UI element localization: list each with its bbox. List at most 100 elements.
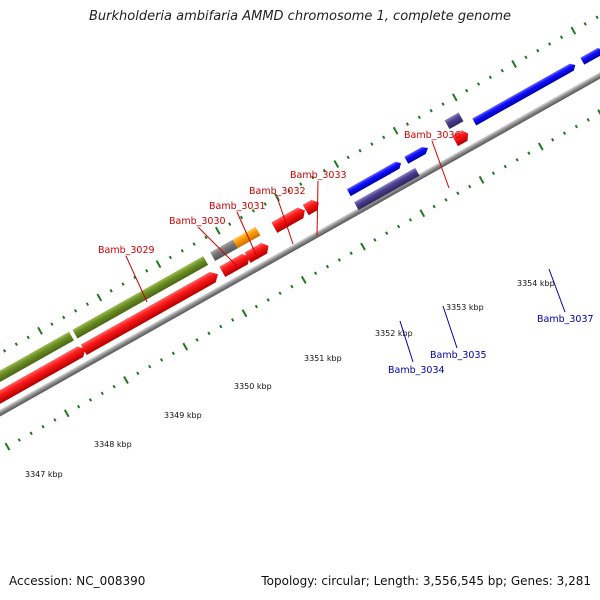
ruler-tick <box>511 60 517 68</box>
ruler-tick <box>333 160 340 169</box>
ruler-tick <box>515 158 519 162</box>
ruler-tick <box>62 315 66 320</box>
gray-feature <box>210 239 238 261</box>
ruler-tick <box>180 248 184 253</box>
gene-label-bamb-3030: Bamb_3030 <box>169 216 226 227</box>
ruler-tick <box>468 184 472 189</box>
ruler-tick <box>488 75 493 80</box>
ruler-tick <box>524 55 528 60</box>
ruler-tick <box>207 331 211 336</box>
ruler-tick <box>583 22 587 26</box>
ruler-tick <box>346 155 350 160</box>
ruler-tick <box>254 304 258 309</box>
ruler-tick <box>548 42 552 46</box>
ruler-tick <box>76 404 81 409</box>
ruler-tick <box>123 375 129 384</box>
gene-label-bamb-3036: Bamb_3036 <box>404 130 461 141</box>
ruler-tick <box>251 208 255 213</box>
ruler-tick <box>373 238 377 242</box>
ruler-tick <box>278 291 282 296</box>
ruler-tick <box>96 293 103 302</box>
ruler-tick <box>192 242 196 246</box>
ruler-tick <box>145 268 149 273</box>
ruler-tick <box>300 275 307 284</box>
map-title: Burkholderia ambifaria AMMD chromosome 1… <box>88 9 512 24</box>
red-gene-bamb-3036 <box>452 130 469 147</box>
ruler-tick <box>597 109 600 118</box>
ruler-tick <box>121 282 125 286</box>
ruler-tick <box>228 222 232 226</box>
kbp-label-3348: 3348 kbp <box>94 440 132 449</box>
kbp-label-3353: 3353 kbp <box>446 303 484 312</box>
ruler-tick <box>396 224 401 229</box>
ruler-tick <box>263 202 267 206</box>
olive-feature-right <box>72 256 209 339</box>
gene-arrow-right-edge <box>580 47 600 65</box>
kbp-label-3351: 3351 kbp <box>304 354 342 363</box>
ruler-tick <box>586 118 590 122</box>
ruler-tick <box>290 284 294 289</box>
kbp-label-3352: 3352 kbp <box>375 329 413 338</box>
ruler-tick <box>85 302 90 306</box>
ruler-tick <box>50 322 54 326</box>
bottom-label-leaders <box>399 268 566 363</box>
ruler-tick <box>456 191 460 195</box>
ruler-tick <box>14 342 18 346</box>
ruler-tick <box>314 271 318 276</box>
ruler-tick <box>4 442 11 451</box>
ruler-tick <box>214 226 221 235</box>
ruler-tick <box>465 88 469 93</box>
ruler-tick <box>349 251 353 256</box>
red-gene-bamb-3032 <box>271 207 305 233</box>
ruler-tick <box>444 198 448 202</box>
ruler-tick <box>536 48 540 53</box>
ruler-tick <box>370 142 374 146</box>
ruler-tick <box>419 209 426 218</box>
kbp-label-3350: 3350 kbp <box>234 382 272 391</box>
ruler-tick <box>452 93 458 102</box>
ruler-tick <box>574 124 578 129</box>
ruler-tick <box>503 164 507 169</box>
ruler-tick <box>29 431 33 436</box>
ruler-tick <box>204 235 208 240</box>
ruler-tick <box>392 126 399 135</box>
ruler-tick <box>311 175 315 180</box>
ruler-tick <box>337 258 341 262</box>
ruler-tick <box>322 168 327 173</box>
gene-label-bamb-3032: Bamb_3032 <box>249 186 306 197</box>
ruler-tick <box>476 82 481 86</box>
ruler-tick <box>287 188 291 193</box>
ruler-tick <box>53 418 57 422</box>
ruler-tick <box>432 204 436 209</box>
purple-feature-lower <box>354 167 420 211</box>
red-gene-left-2 <box>80 271 218 356</box>
ruler-tick <box>112 384 116 389</box>
red-gene-bamb-3033 <box>302 199 319 216</box>
ruler-tick <box>148 364 152 369</box>
top-label-leaders <box>125 140 450 303</box>
ruler-tick <box>2 349 7 353</box>
accession-text: Accession: NC_008390 <box>9 574 146 588</box>
ruler-tick <box>63 409 70 418</box>
kbp-label-3349: 3349 kbp <box>164 411 202 420</box>
gene-arrow-bamb-3037 <box>472 63 576 126</box>
ruler-tick <box>429 108 433 113</box>
ruler-tick <box>570 26 577 35</box>
purple-feature-bamb-3036 <box>444 112 464 130</box>
gene-label-bamb-3031: Bamb_3031 <box>209 201 266 212</box>
ruler-tick <box>408 218 413 222</box>
ruler-tick <box>109 288 113 293</box>
ruler-tick <box>88 398 93 402</box>
gene-label-bamb-3029: Bamb_3029 <box>98 245 155 256</box>
ruler-tick <box>239 215 244 220</box>
gene-label-bamb-3037: Bamb_3037 <box>537 314 594 325</box>
ruler-tick <box>595 15 599 20</box>
ruler-tick <box>266 298 270 302</box>
ruler-tick <box>26 335 30 340</box>
ruler-tick <box>417 115 421 120</box>
gene-label-bamb-3034: Bamb_3034 <box>388 365 445 376</box>
ruler-tick <box>358 148 362 153</box>
ruler-tick <box>159 358 164 362</box>
gene-label-bamb-3033: Bamb_3033 <box>290 170 347 181</box>
